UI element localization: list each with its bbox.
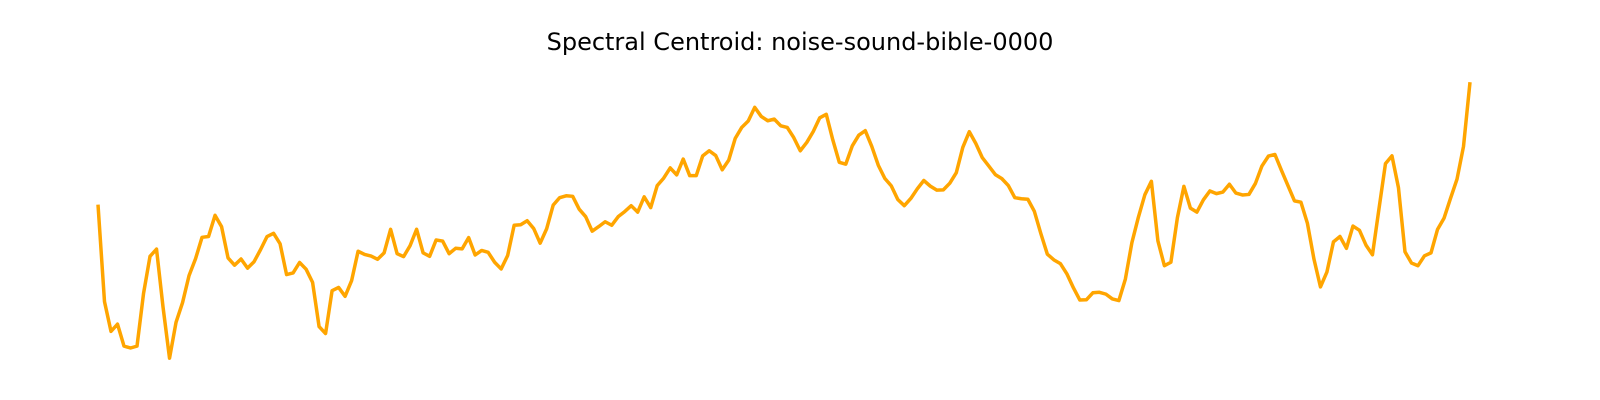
series-line-0 [96,81,1472,360]
chart-title: Spectral Centroid: noise-sound-bible-000… [546,28,1054,56]
